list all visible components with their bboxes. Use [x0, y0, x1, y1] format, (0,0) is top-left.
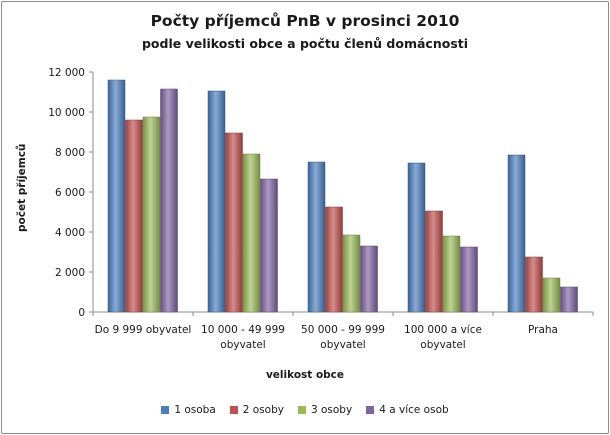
- legend-label: 2 osoby: [242, 404, 284, 416]
- x-axis-label: velikost obce: [265, 369, 345, 381]
- bar: [142, 116, 161, 313]
- x-tick-label: Do 9 999 obyvatel: [95, 324, 192, 336]
- legend-swatch: [297, 406, 306, 414]
- chart-subtitle: podle velikosti obce a počtu členů domác…: [141, 36, 469, 51]
- y-tick-label: 0: [78, 307, 85, 319]
- y-tick-label: 6 000: [55, 187, 85, 199]
- bar: [207, 90, 226, 313]
- legend-item: 4 a více osob: [366, 404, 449, 416]
- bar: [507, 154, 526, 313]
- legend-swatch: [366, 406, 375, 414]
- y-tick-label: 2 000: [55, 267, 85, 279]
- y-tick-label: 4 000: [55, 227, 85, 239]
- y-tick-label: 8 000: [55, 147, 85, 159]
- legend-item: 1 osoba: [161, 404, 216, 416]
- x-tick-label: 100 000 a více: [404, 324, 482, 336]
- y-tick-label: 12 000: [48, 67, 85, 79]
- bar: [225, 132, 243, 313]
- legend-label: 4 a více osob: [379, 404, 449, 416]
- bar: [360, 245, 378, 313]
- bar: [342, 234, 361, 313]
- bar: [242, 153, 261, 313]
- x-tick-label: obyvatel: [220, 339, 265, 351]
- bar: [425, 210, 443, 313]
- bar: [307, 161, 326, 313]
- legend-item: 2 osoby: [229, 404, 284, 416]
- bar: [442, 235, 461, 313]
- bar: [260, 178, 278, 313]
- legend-swatch: [161, 406, 170, 414]
- bar: [325, 206, 343, 313]
- bar: [407, 162, 426, 313]
- legend-swatch: [229, 406, 238, 414]
- chart-title: Počty příjemců PnB v prosinci 2010: [150, 12, 460, 30]
- legend-label: 1 osoba: [174, 404, 216, 416]
- x-tick-label: 10 000 - 49 999: [201, 324, 285, 336]
- bar: [460, 246, 478, 313]
- y-tick-label: 10 000: [48, 107, 85, 119]
- legend-label: 3 osoby: [310, 404, 353, 416]
- x-tick-label: obyvatel: [320, 339, 365, 351]
- bar: [525, 256, 543, 313]
- bar: [107, 79, 126, 313]
- bar: [542, 277, 561, 313]
- x-tick-label: Praha: [528, 324, 558, 336]
- legend-item: 3 osoby: [297, 404, 353, 416]
- x-tick-label: obyvatel: [420, 339, 465, 351]
- bar: [125, 119, 143, 313]
- bar: [560, 286, 578, 313]
- x-tick-label: 50 000 - 99 999: [301, 324, 385, 336]
- legend: 1 osoba 2 osoby 3 osoby 4 a více osob: [0, 404, 610, 416]
- bar: [160, 88, 178, 313]
